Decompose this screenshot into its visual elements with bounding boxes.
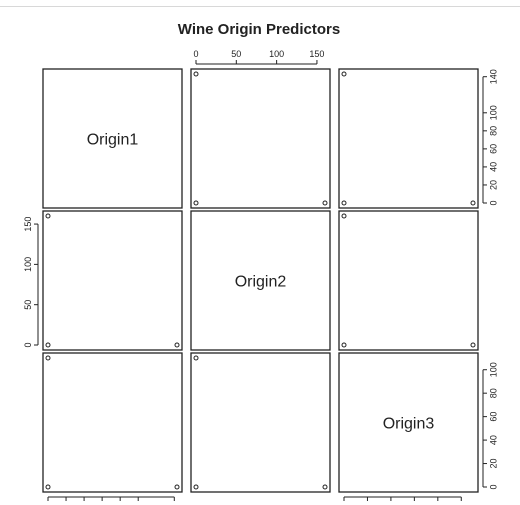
data-point-panel-r3-c2-3: [193, 355, 199, 361]
panel-r1-c3: [338, 68, 479, 209]
x-tick-label-origin2-100: 100: [269, 49, 284, 59]
y-tick-label-origin1-100: 100: [488, 105, 498, 120]
data-point-panel-r1-c2-1: [193, 71, 199, 77]
data-point-panel-r3-c1-2: [45, 484, 51, 490]
data-point-panel-r2-c3-1: [341, 342, 347, 348]
y-tick-label-origin1-20: 20: [488, 180, 498, 190]
panel-r2-c1: [42, 210, 183, 351]
x-tick-label-origin2-0: 0: [193, 49, 198, 59]
y-tick-label-origin1-60: 60: [488, 144, 498, 154]
data-point-panel-r2-c1-2: [45, 213, 51, 219]
y-tick-label-origin1-0: 0: [488, 200, 498, 205]
y-tick-label-origin1-80: 80: [488, 126, 498, 136]
y-tick-label-origin3-80: 80: [488, 388, 498, 398]
panel-r3-c3: [338, 352, 479, 493]
data-point-panel-r3-c1-1: [174, 484, 180, 490]
y-tick-label-origin1-140: 140: [488, 69, 498, 84]
y-tick-label-origin3-0: 0: [488, 484, 498, 489]
data-point-panel-r3-c2-2: [322, 484, 328, 490]
diagonal-label-origin2: Origin2: [235, 274, 287, 291]
chart-title: Wine Origin Predictors: [178, 21, 340, 38]
y-tick-label-origin3-100: 100: [488, 362, 498, 377]
data-point-panel-r3-c2-1: [193, 484, 199, 490]
panel-r2-c2: [190, 210, 331, 351]
y-tick-label-origin2-100: 100: [23, 257, 33, 272]
data-point-panel-r2-c3-2: [341, 213, 347, 219]
panel-r1-c1: [42, 68, 183, 209]
data-point-panel-r1-c3-2: [341, 200, 347, 206]
y-tick-label-origin1-40: 40: [488, 162, 498, 172]
y-tick-label-origin2-0: 0: [23, 342, 33, 347]
diagonal-label-origin3: Origin3: [383, 416, 435, 433]
panel-r2-c3: [338, 210, 479, 351]
data-point-panel-r1-c3-1: [341, 71, 347, 77]
y-tick-label-origin2-50: 50: [23, 300, 33, 310]
data-point-panel-r2-c1-3: [45, 342, 51, 348]
data-point-panel-r1-c3-3: [470, 200, 476, 206]
panel-r3-c1: [42, 352, 183, 493]
data-point-panel-r1-c2-3: [193, 200, 199, 206]
window-top-edge: [0, 0, 520, 7]
data-point-panel-r2-c3-3: [470, 342, 476, 348]
x-tick-label-origin2-50: 50: [231, 49, 241, 59]
data-point-panel-r3-c1-3: [45, 355, 51, 361]
panel-r3-c2: [190, 352, 331, 493]
data-point-panel-r2-c1-1: [174, 342, 180, 348]
diagonal-label-origin1: Origin1: [87, 132, 139, 149]
panel-r1-c2: [190, 68, 331, 209]
data-point-panel-r1-c2-2: [322, 200, 328, 206]
x-tick-label-origin2-150: 150: [309, 49, 324, 59]
y-tick-label-origin3-40: 40: [488, 435, 498, 445]
y-tick-label-origin2-150: 150: [23, 217, 33, 232]
y-tick-label-origin3-20: 20: [488, 459, 498, 469]
y-tick-label-origin3-60: 60: [488, 412, 498, 422]
